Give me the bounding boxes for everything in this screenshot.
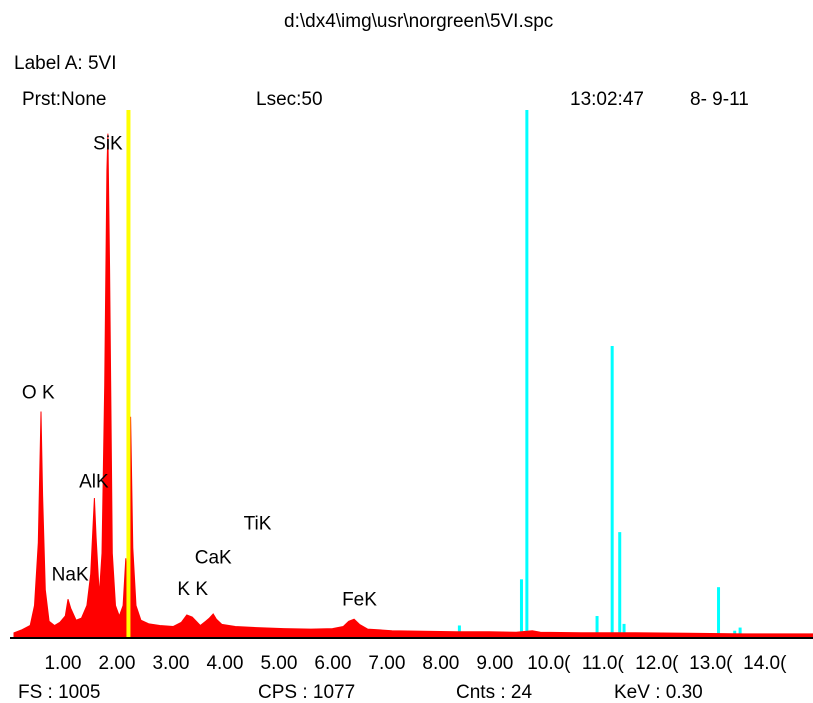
file-path: d:\dx4\img\usr\norgreen\5VI.spc <box>284 11 554 32</box>
preset-readout: Prst:None <box>22 89 107 110</box>
peak-label: CaK <box>195 548 232 569</box>
peak-label: NaK <box>52 564 89 585</box>
x-tick-label: 10.0( <box>527 653 571 674</box>
x-tick-label: 8.00 <box>422 653 459 674</box>
x-tick-label: 6.00 <box>314 653 351 674</box>
x-tick-labels: 1.00 2.00 3.00 4.00 5.00 6.00 7.00 8.00 9.00 10.0… <box>44 653 787 674</box>
x-tick-label: 2.00 <box>98 653 135 674</box>
live-seconds-readout: Lsec:50 <box>256 89 323 110</box>
peak-label: TiK <box>244 514 272 535</box>
x-tick-label: 14.0( <box>743 653 787 674</box>
x-tick-label: 3.00 <box>152 653 189 674</box>
overlay-lines <box>457 110 742 637</box>
peak-label: O K <box>22 382 55 403</box>
peak-label: SiK <box>93 133 123 154</box>
x-tick-label: 7.00 <box>368 653 405 674</box>
cps-readout: CPS : 1077 <box>258 682 356 703</box>
label-a: Label A: 5VI <box>14 53 117 74</box>
spectrum-area <box>13 133 813 638</box>
x-tick-label: 1.00 <box>44 653 81 674</box>
peak-label: AlK <box>79 472 109 493</box>
spectrum-fill <box>13 133 813 638</box>
x-tick-label: 12.0( <box>635 653 679 674</box>
x-tick-label: 5.00 <box>260 653 297 674</box>
x-tick-label: 4.00 <box>206 653 243 674</box>
full-scale-readout: FS : 1005 <box>18 682 101 703</box>
peak-label: K K <box>177 579 208 600</box>
x-tick-label: 9.00 <box>476 653 513 674</box>
time-readout: 13:02:47 <box>570 89 644 110</box>
date-readout: 8- 9-11 <box>690 89 749 110</box>
spectrum-chart[interactable]: 1.00 2.00 3.00 4.00 5.00 6.00 7.00 8.00 9.00 10.0… <box>0 110 813 680</box>
x-tick-label: 11.0( <box>582 653 625 674</box>
peak-labels: SiK O K AlK NaK K K CaK TiK FeK <box>22 133 377 610</box>
kev-readout: KeV : 0.30 <box>614 682 703 703</box>
counts-readout: Cnts : 24 <box>456 682 533 703</box>
peak-label: FeK <box>342 590 377 611</box>
x-tick-label: 13.0( <box>689 653 733 674</box>
